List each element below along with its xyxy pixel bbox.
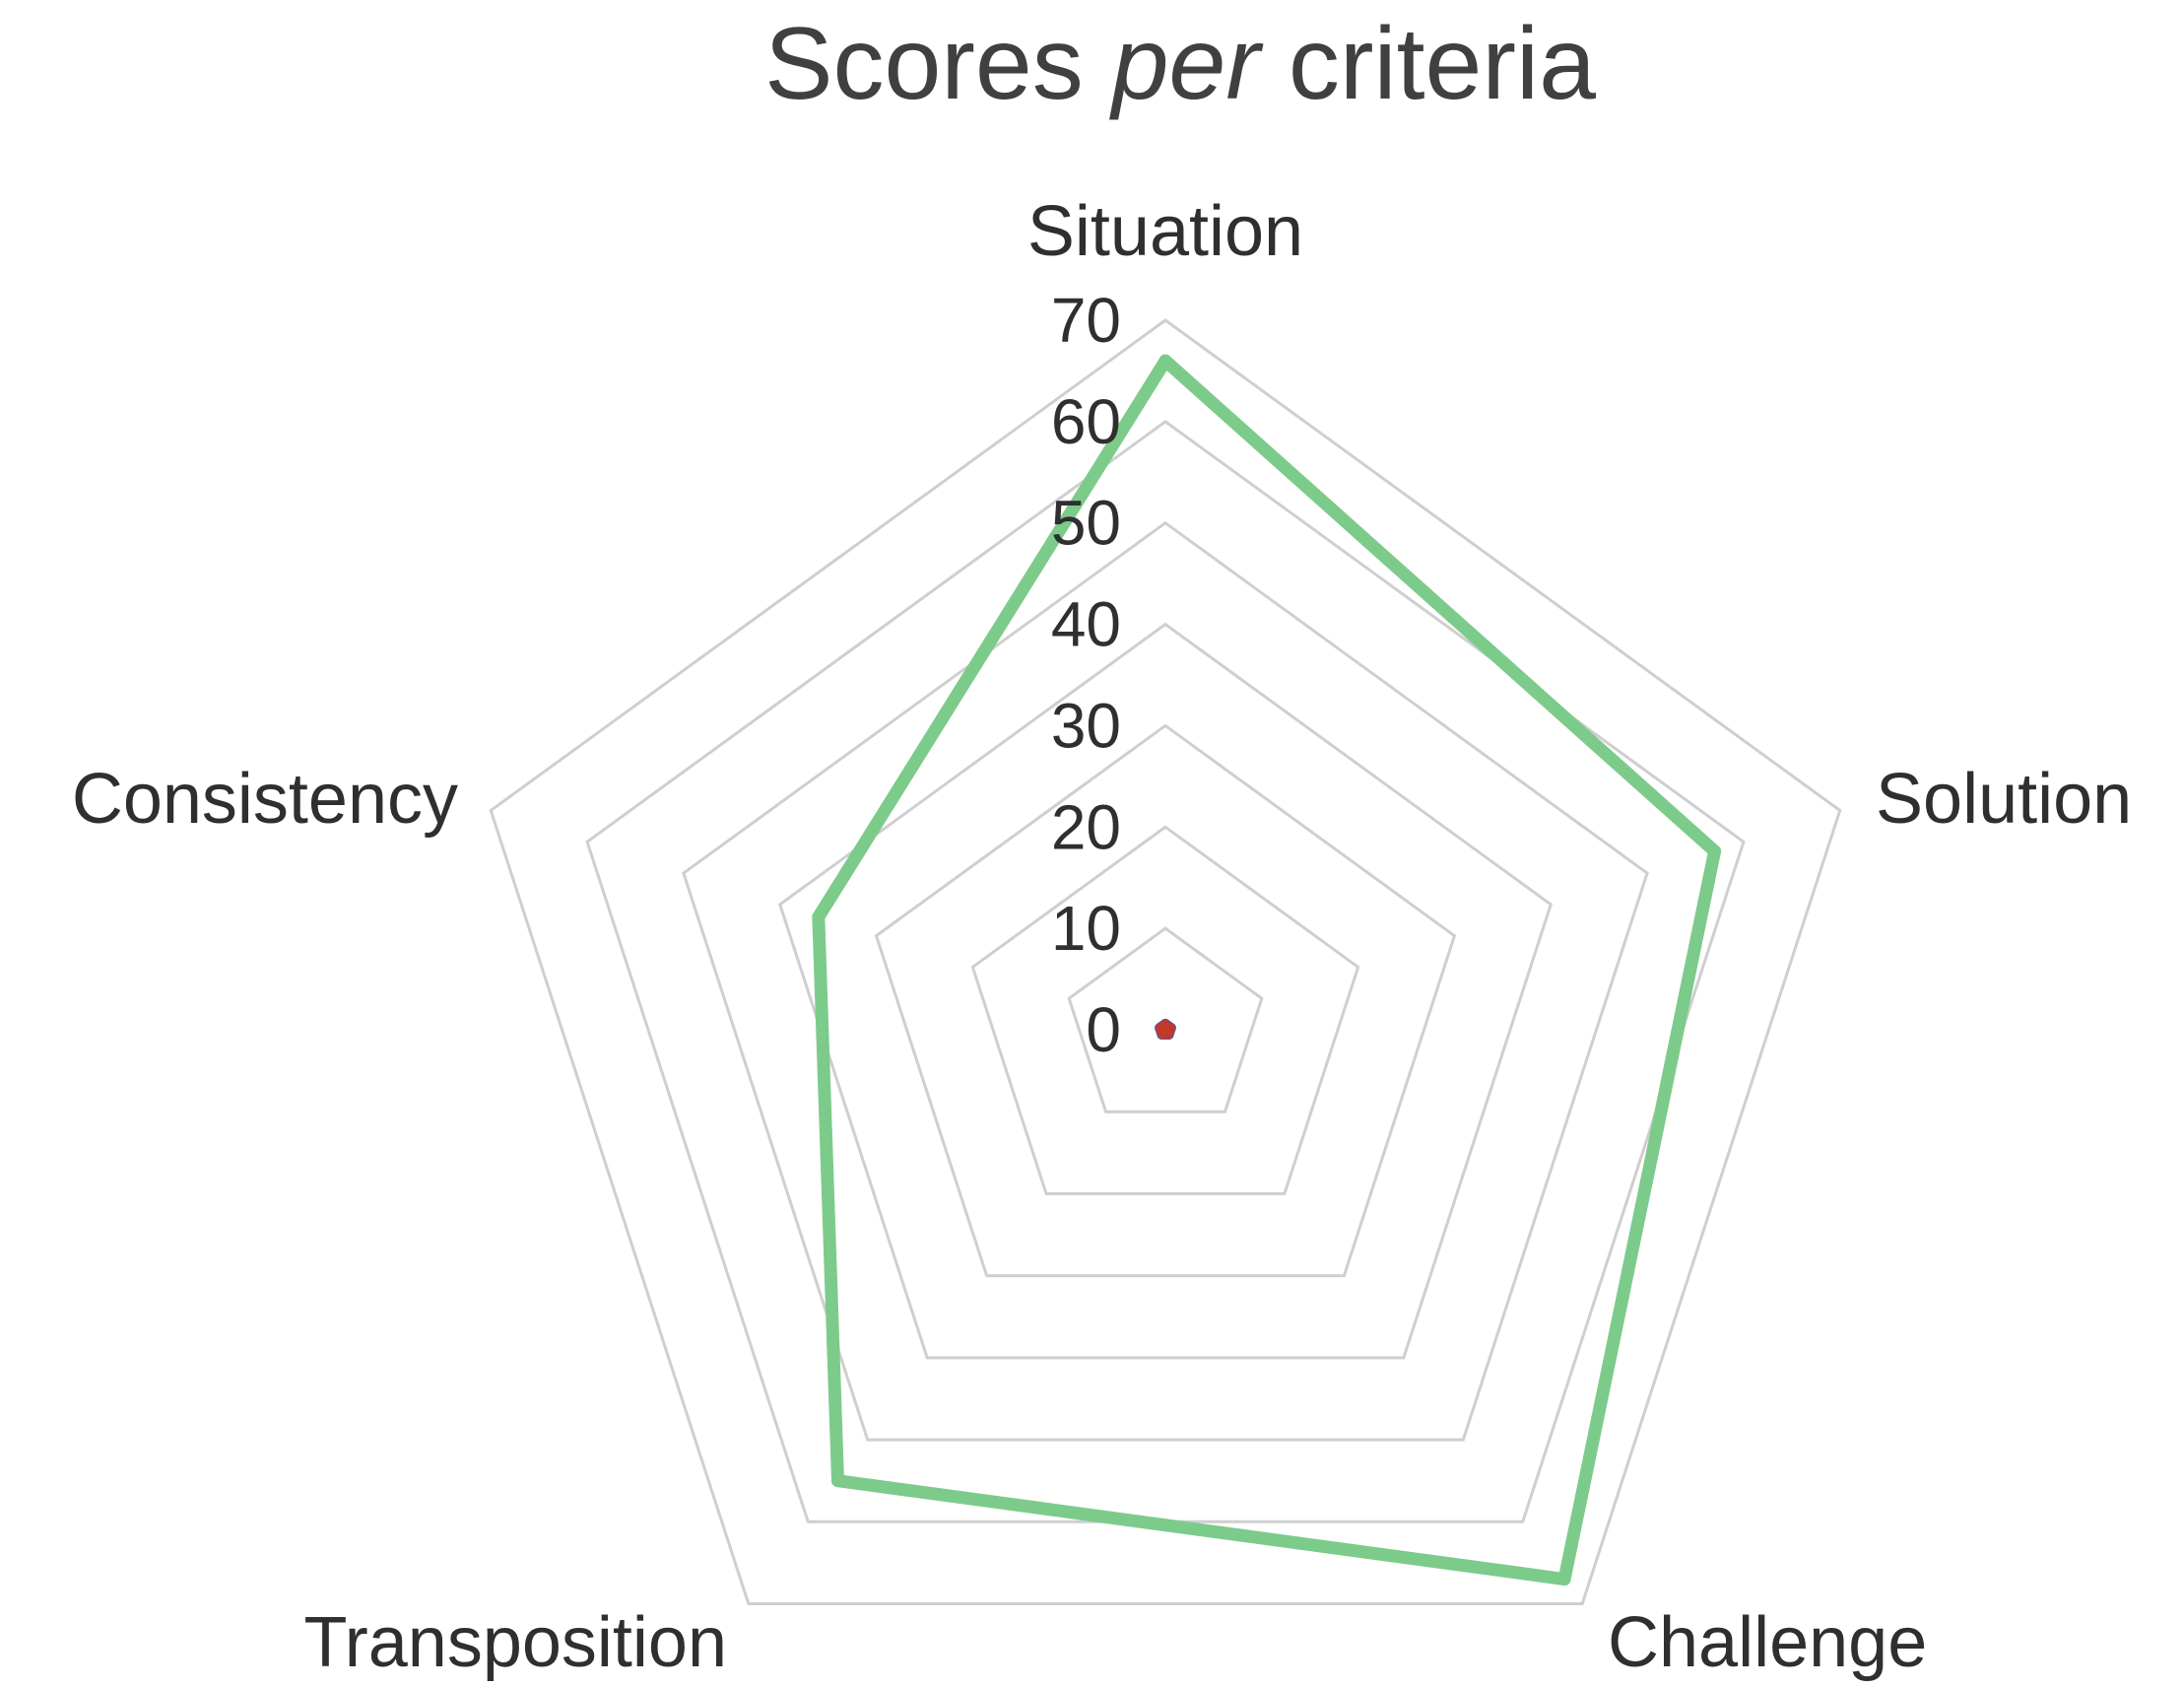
series-0-point-0: [1158, 354, 1172, 368]
axis-label-transposition: Transposition: [303, 1603, 727, 1682]
grid-ring-40: [777, 622, 1554, 1360]
series-0-point-1: [1708, 844, 1722, 858]
chart-title: Scores per criteria: [764, 7, 1596, 121]
radial-axis-ticks: 0 10 20 30 40 50 60 70: [1051, 285, 1121, 1065]
tick-label-0: 0: [1086, 994, 1121, 1065]
chart-title-emphasis: per: [1109, 7, 1265, 121]
series-line-0: [812, 354, 1722, 1587]
grid-ring-70: [489, 318, 1842, 1605]
series-2-point-4: [1156, 1023, 1166, 1034]
series-layer: [812, 354, 1722, 1587]
grid-ring-20: [970, 825, 1360, 1195]
tick-label-50: 50: [1051, 488, 1121, 559]
series-0-point-3: [830, 1474, 844, 1488]
tick-label-20: 20: [1051, 791, 1121, 862]
grid-ring-10: [1067, 926, 1264, 1114]
tick-label-70: 70: [1051, 285, 1121, 356]
axis-label-situation: Situation: [1027, 192, 1303, 271]
series-0-point-4: [812, 911, 826, 924]
axis-label-consistency: Consistency: [72, 760, 458, 839]
tick-label-10: 10: [1051, 893, 1121, 964]
tick-label-40: 40: [1051, 589, 1121, 660]
chart-title-part: criteria: [1260, 7, 1596, 121]
grid-ring-30: [874, 723, 1457, 1278]
axis-label-solution: Solution: [1876, 760, 2132, 839]
chart-title-part: Scores: [764, 7, 1112, 121]
grid-ring-50: [682, 520, 1649, 1442]
tick-label-30: 30: [1051, 690, 1121, 761]
axis-label-challenge: Challenge: [1608, 1603, 1927, 1682]
tick-label-60: 60: [1051, 386, 1121, 457]
grid: [489, 318, 1842, 1605]
series-0-point-2: [1557, 1573, 1571, 1587]
